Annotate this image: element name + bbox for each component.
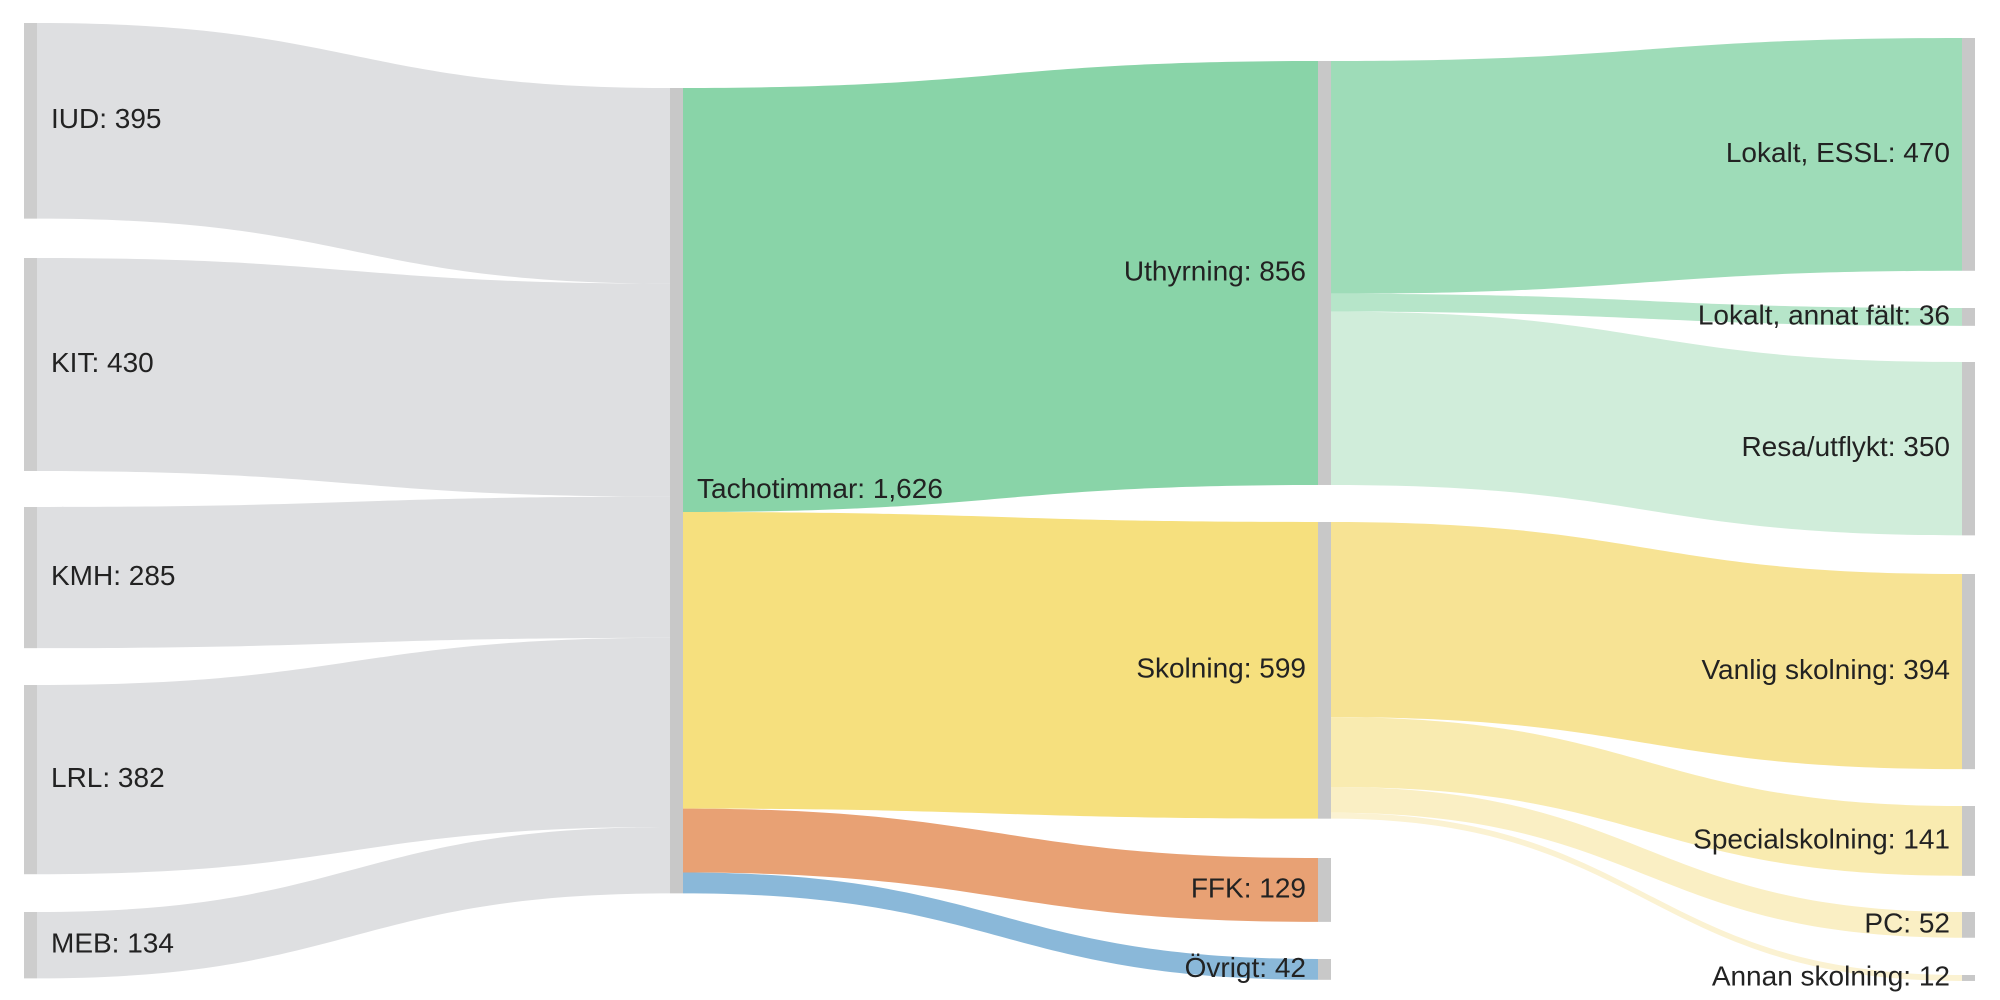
node-label-annan: Annan skolning: 12 [1712,960,1950,991]
node-label-lokaltannat: Lokalt, annat fält: 36 [1698,299,1950,330]
sankey-node-pc [1962,912,1975,938]
sankey-node-lokaltessl [1962,38,1975,271]
sankey-node-meb [24,912,37,979]
sankey-link-skolning-special [1331,717,1962,876]
node-label-resa: Resa/utflykt: 350 [1741,431,1950,462]
sankey-node-annan [1962,975,1975,981]
node-label-kmh: KMH: 285 [51,560,176,591]
node-label-ffk: FFK: 129 [1191,872,1306,903]
sankey-node-ffk [1318,858,1331,922]
node-label-kit: KIT: 430 [51,347,154,378]
sankey-link-kit-tachotimmar [37,258,670,497]
sankey-link-tachotimmar-ffk [683,808,1318,922]
node-label-uthyrning: Uthyrning: 856 [1124,255,1306,286]
node-label-vanlig: Vanlig skolning: 394 [1701,654,1950,685]
sankey-node-ovrigt [1318,959,1331,980]
sankey-node-uthyrning [1318,61,1331,485]
sankey-node-kit [24,258,37,471]
node-label-pc: PC: 52 [1864,907,1950,938]
sankey-link-skolning-annan [1331,812,1962,981]
sankey-nodes [24,23,1975,981]
node-label-tachotimmar: Tachotimmar: 1,626 [697,473,943,504]
node-label-special: Specialskolning: 141 [1693,823,1950,854]
sankey-node-skolning [1318,522,1331,819]
node-label-iud: IUD: 395 [51,103,162,134]
sankey-node-lokaltannat [1962,308,1975,326]
node-label-ovrigt: Övrigt: 42 [1185,952,1306,983]
sankey-link-kmh-tachotimmar [37,496,670,649]
sankey-link-lrl-tachotimmar [37,637,670,875]
sankey-link-uthyrning-lokaltannat [1331,293,1962,326]
sankey-link-tachotimmar-skolning [683,511,1318,819]
sankey-link-tachotimmar-uthyrning [683,61,1318,512]
sankey-node-kmh [24,507,37,649]
node-label-lrl: LRL: 382 [51,762,165,793]
node-label-meb: MEB: 134 [51,928,174,959]
sankey-node-resa [1962,362,1975,536]
sankey-node-tachotimmar [670,88,683,894]
sankey-node-iud [24,23,37,219]
sankey-link-iud-tachotimmar [37,23,670,284]
sankey-links [37,23,1962,981]
node-label-lokaltessl: Lokalt, ESSL: 470 [1726,137,1950,168]
sankey-node-lrl [24,685,37,875]
node-label-skolning: Skolning: 599 [1136,653,1306,684]
sankey-link-skolning-pc [1331,786,1962,938]
sankey-link-skolning-vanlig [1331,522,1962,770]
sankey-link-meb-tachotimmar [37,826,670,979]
sankey-link-uthyrning-resa [1331,311,1962,536]
sankey-link-uthyrning-lokaltessl [1331,38,1962,294]
sankey-link-tachotimmar-ovrigt [683,872,1318,980]
sankey-node-vanlig [1962,574,1975,770]
sankey-labels: IUD: 395 KIT: 430 KMH: 285 LRL: 382 MEB: 134… [51,103,1950,991]
sankey-node-special [1962,806,1975,876]
